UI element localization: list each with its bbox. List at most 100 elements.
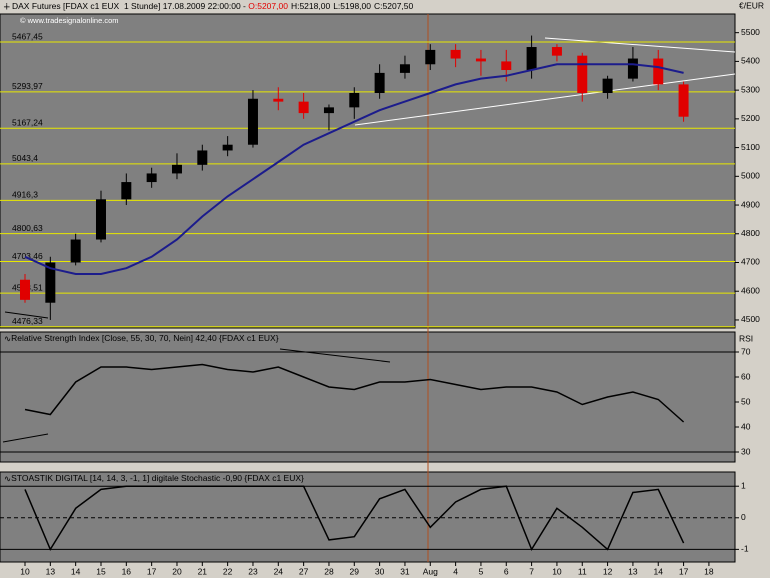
trendline xyxy=(4,311,49,319)
ohlc-low: L:5198,00 xyxy=(333,1,371,11)
level-label: 5043,4 xyxy=(12,153,38,163)
x-tick-label: 21 xyxy=(198,566,208,576)
candle-body xyxy=(475,58,486,62)
level-label: 4916,3 xyxy=(12,190,38,200)
x-tick-label: 6 xyxy=(504,566,509,576)
x-tick-label: 10 xyxy=(552,566,562,576)
candle-body xyxy=(298,101,309,114)
candle-body xyxy=(171,164,182,174)
rsi-unit: RSI xyxy=(739,333,753,343)
x-tick-label: 17 xyxy=(679,566,689,576)
x-tick-label: 24 xyxy=(274,566,284,576)
x-tick-label: Aug xyxy=(423,566,438,576)
candle-body xyxy=(146,173,157,183)
y-tick-label: 60 xyxy=(741,371,751,381)
watermark: © www.tradesignalonline.com xyxy=(20,16,119,25)
candle-body xyxy=(501,61,512,71)
y-tick-label: 4600 xyxy=(741,285,760,295)
unit-label: €/EUR xyxy=(739,0,764,10)
x-tick-label: 10 xyxy=(20,566,30,576)
trendline xyxy=(544,37,736,53)
trendline xyxy=(354,73,736,126)
candle-body xyxy=(121,182,132,200)
x-tick-label: 16 xyxy=(122,566,132,576)
candle-body xyxy=(222,144,233,151)
title: Relative Strength Index [Close, 55, 30, … xyxy=(11,333,279,343)
x-tick-label: 23 xyxy=(248,566,258,576)
y-tick-label: 4500 xyxy=(741,314,760,324)
x-tick-label: 13 xyxy=(46,566,56,576)
y-tick-label: 0 xyxy=(741,512,746,522)
x-tick-label: 13 xyxy=(628,566,638,576)
candle-body xyxy=(70,239,81,263)
title: DAX Futures [FDAX c1 EUX 1 Stunde] 17.08… xyxy=(12,1,248,11)
x-tick-label: 22 xyxy=(223,566,233,576)
candle-body xyxy=(551,47,562,56)
x-tick-label: 12 xyxy=(603,566,613,576)
candle-body xyxy=(323,107,334,114)
x-tick-label: 14 xyxy=(71,566,81,576)
x-tick-label: 18 xyxy=(704,566,714,576)
x-tick-label: 29 xyxy=(350,566,360,576)
y-tick-label: 5300 xyxy=(741,84,760,94)
rsi-title: ∿Relative Strength Index [Close, 55, 30,… xyxy=(4,333,279,343)
y-tick-label: 30 xyxy=(741,446,751,456)
ohlc-open: O:5207,00 xyxy=(248,1,288,11)
y-tick-label: 5100 xyxy=(741,142,760,152)
candle-body xyxy=(197,150,208,165)
candle-body xyxy=(602,78,613,94)
candle-body xyxy=(627,58,638,79)
x-tick-label: 14 xyxy=(654,566,664,576)
y-tick-label: 4900 xyxy=(741,199,760,209)
y-tick-label: 40 xyxy=(741,421,751,431)
y-tick-label: -1 xyxy=(741,544,749,554)
y-tick-label: 5000 xyxy=(741,171,760,181)
level-label: 4476,33 xyxy=(12,316,43,326)
indicator-line xyxy=(24,485,685,552)
level-label: 4703,46 xyxy=(12,251,43,261)
ohlc-high: H:5218,00 xyxy=(291,1,330,11)
price-panel xyxy=(0,13,736,329)
candle-body xyxy=(450,49,461,59)
candle-body xyxy=(425,49,436,65)
candle-body xyxy=(95,199,106,240)
rsi-panel xyxy=(0,331,736,463)
icon: ∔ xyxy=(3,1,11,11)
candle-body xyxy=(20,279,30,300)
x-tick-label: 11 xyxy=(578,566,587,576)
ohlc-close: C:5207,50 xyxy=(374,1,413,11)
level-label: 4800,63 xyxy=(12,223,43,233)
x-tick-label: 28 xyxy=(324,566,334,576)
candle-body xyxy=(45,262,56,303)
y-tick-label: 1 xyxy=(741,480,746,490)
trendline xyxy=(279,348,391,363)
y-tick-label: 5200 xyxy=(741,113,760,123)
price-title: DAX Futures [FDAX c1 EUX 1 Stunde] 17.08… xyxy=(12,1,414,11)
x-tick-label: 20 xyxy=(172,566,182,576)
level-label: 5293,97 xyxy=(12,81,43,91)
trendline xyxy=(2,433,49,443)
y-tick-label: 4700 xyxy=(741,257,760,267)
candle-body xyxy=(399,64,410,73)
y-tick-label: 50 xyxy=(741,396,751,406)
x-tick-label: 7 xyxy=(529,566,534,576)
candle-body xyxy=(653,58,664,85)
x-tick-label: 27 xyxy=(299,566,309,576)
candle-body xyxy=(273,98,284,102)
candle-body xyxy=(374,72,385,94)
y-tick-label: 70 xyxy=(741,346,751,356)
candle-body xyxy=(247,98,258,145)
x-tick-label: 4 xyxy=(453,566,458,576)
title: STOASTIK DIGITAL [14, 14, 3, -1, 1] digi… xyxy=(11,473,304,483)
candle-body xyxy=(526,47,537,71)
moving-average xyxy=(24,63,684,275)
x-tick-label: 31 xyxy=(400,566,410,576)
x-tick-label: 17 xyxy=(147,566,157,576)
y-tick-label: 4800 xyxy=(741,228,760,238)
x-tick-label: 15 xyxy=(96,566,106,576)
y-tick-label: 5500 xyxy=(741,27,760,37)
level-label: 5167,24 xyxy=(12,118,43,128)
stoch-title: ∿STOASTIK DIGITAL [14, 14, 3, -1, 1] dig… xyxy=(4,473,304,483)
